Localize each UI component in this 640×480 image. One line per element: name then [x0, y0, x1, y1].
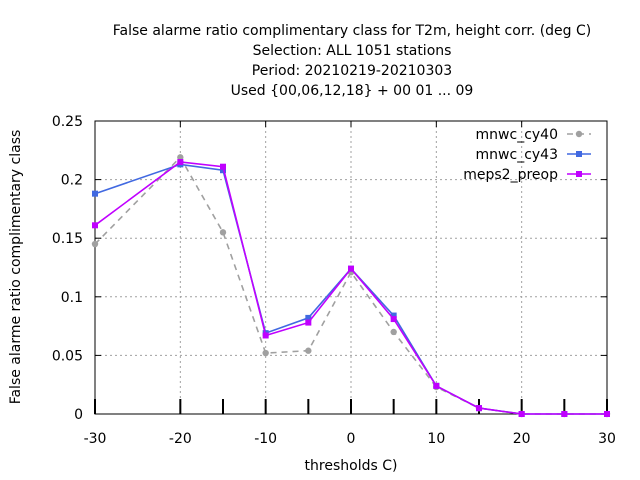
data-point [220, 163, 226, 170]
x-tick-label: -10 [254, 431, 277, 447]
data-point [518, 411, 525, 417]
legend-label: mnwc_cy40 [476, 127, 558, 143]
y-axis-label: False alarme ratio complimentary class [8, 130, 24, 405]
plot-frame [94, 120, 608, 415]
x-tick-label: -20 [169, 431, 192, 447]
data-point [219, 229, 227, 236]
y-tick-label: 0.15 [52, 231, 83, 247]
series-line [94, 161, 607, 415]
data-point [220, 167, 226, 174]
data-point [561, 411, 568, 417]
data-point [262, 349, 269, 357]
data-point [433, 382, 440, 389]
data-point [348, 265, 354, 272]
series-mnwc_cy43 [92, 161, 610, 417]
y-tick-label: 0.2 [61, 173, 83, 189]
data-point [476, 405, 482, 412]
legend-marker [576, 171, 582, 177]
x-axis-label: thresholds C) [305, 458, 398, 474]
data-point [305, 314, 312, 321]
chart-title: False alarme ratio complimentary class f… [113, 23, 592, 99]
x-tick-label: 10 [427, 431, 445, 447]
data-point [91, 240, 99, 248]
legend-label: mnwc_cy43 [476, 147, 558, 163]
title-line: False alarme ratio complimentary class f… [113, 23, 592, 39]
title-line: Period: 20210219-20210303 [252, 63, 452, 79]
data-point [305, 347, 312, 354]
x-tick-label: -30 [84, 431, 107, 447]
legend-label: meps2_preop [463, 167, 558, 183]
y-tick-label: 0.05 [52, 348, 83, 364]
legend-marker [575, 130, 583, 138]
y-tick-label: 0.1 [61, 290, 83, 306]
data-point [92, 222, 98, 229]
y-tick-label: 0 [74, 407, 83, 423]
x-tick-label: 0 [347, 431, 356, 447]
data-point [604, 411, 610, 417]
x-tick-label: 20 [513, 431, 531, 447]
y-tick-label: 0.25 [52, 114, 83, 130]
legend-marker [576, 151, 582, 157]
data-point [92, 190, 98, 197]
data-point [177, 159, 184, 166]
axis-ticks: 0 0.05 0.1 0.15 0.2 0.25 -30 -20 -10 0 10 20 30 [52, 114, 616, 447]
data-point [305, 319, 312, 326]
legend: mnwc_cy40 mnwc_cy43 meps2_preop [463, 127, 591, 183]
title-line: Used {00,06,12,18} + 00 01 ... 09 [231, 83, 474, 99]
series-line [94, 155, 607, 415]
grid [95, 121, 607, 414]
data-point [390, 312, 397, 319]
series-meps2_preop [92, 159, 610, 417]
title-line: Selection: ALL 1051 stations [253, 43, 452, 59]
data-point [177, 154, 184, 161]
series [91, 154, 611, 418]
x-tick-label: 30 [598, 431, 616, 447]
data-point [390, 316, 397, 323]
data-point [262, 332, 269, 339]
data-point [390, 328, 397, 336]
